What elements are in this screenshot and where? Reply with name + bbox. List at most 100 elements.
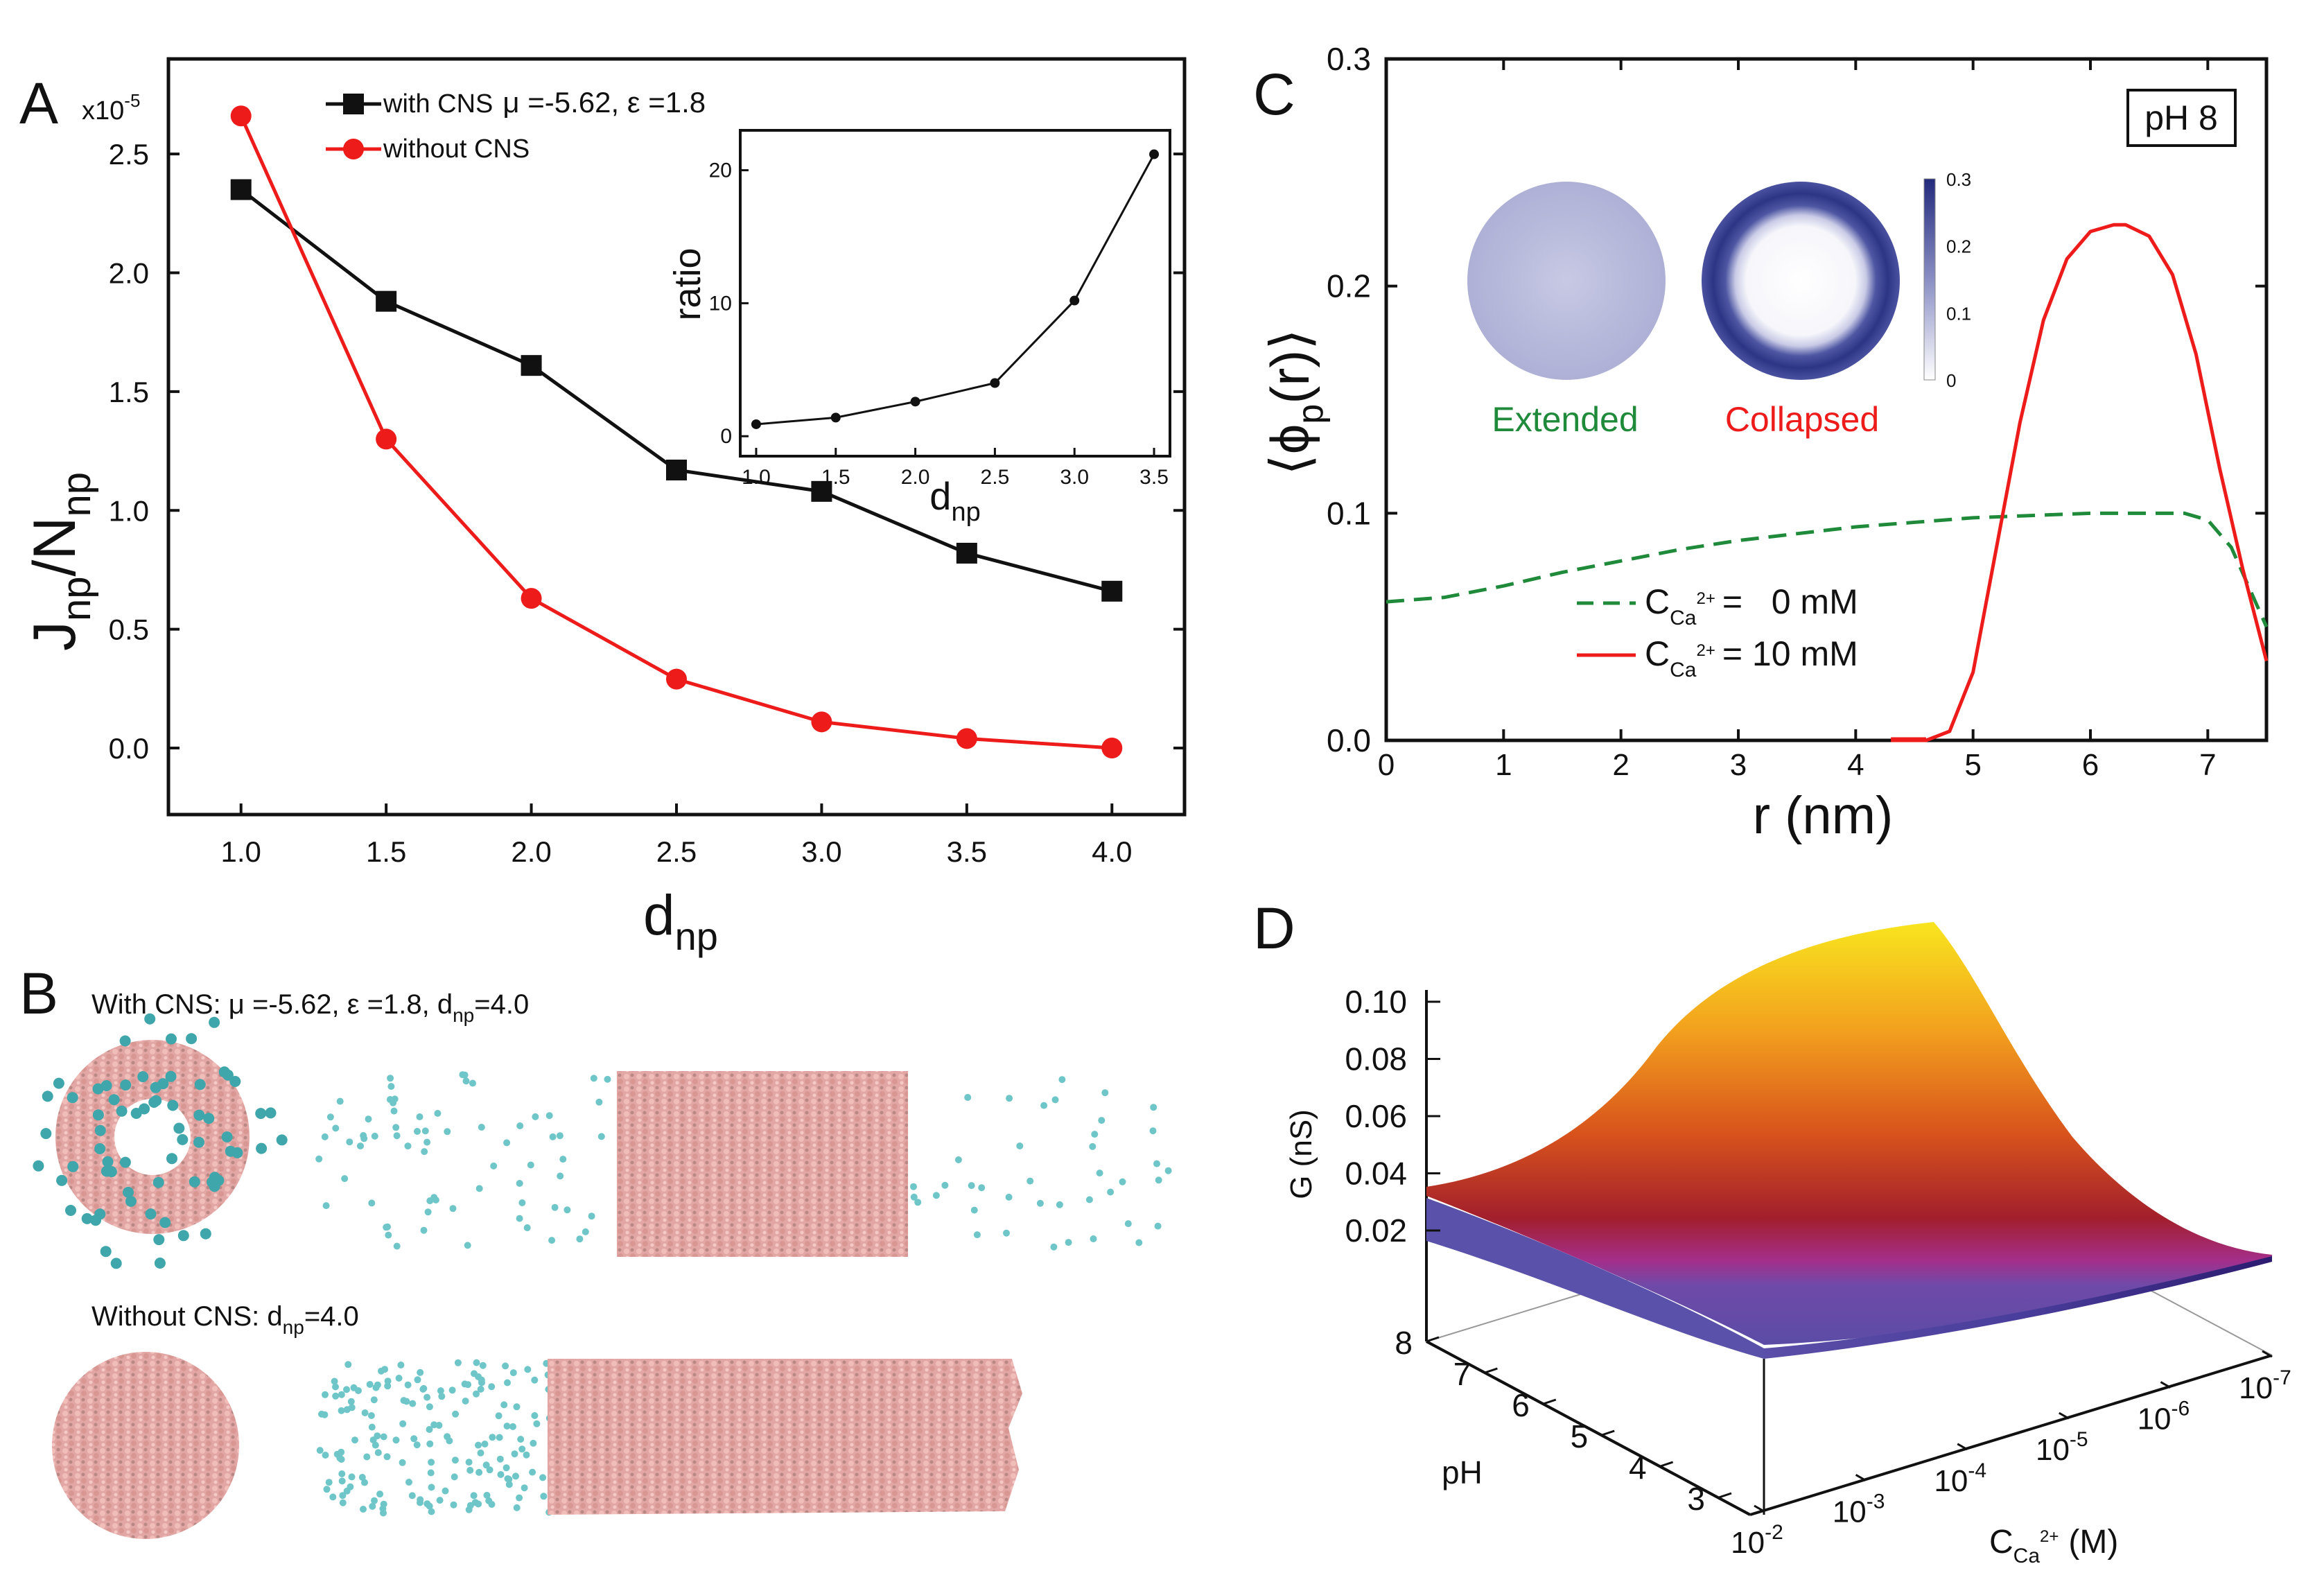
- cyan-ion: [386, 1096, 394, 1103]
- cyan-ion: [531, 1376, 539, 1384]
- panel-c-x-label: r (nm): [1753, 786, 1894, 845]
- cyan-ion: [1124, 1220, 1132, 1228]
- surface-top: [1426, 922, 2272, 1345]
- cyan-ion: [497, 1471, 505, 1478]
- colorbar-tick-label: 0.2: [1946, 236, 1971, 257]
- cyan-ion: [968, 1182, 975, 1190]
- cyan-ion: [576, 1235, 584, 1243]
- cyan-ion: [483, 1491, 491, 1499]
- cyan-ion: [910, 1193, 918, 1201]
- cyan-ion: [531, 1412, 539, 1419]
- cyan-ion: [1003, 1229, 1010, 1237]
- cyan-ion: [466, 1502, 474, 1509]
- panel-a-y-label: Jnp/Nnp: [21, 472, 99, 651]
- cyan-ion: [469, 1079, 476, 1087]
- cyan-ion: [193, 1109, 205, 1121]
- cyan-ion: [159, 1217, 171, 1228]
- panel-d-ph-label: pH: [1442, 1454, 1483, 1490]
- cyan-ion: [416, 1113, 423, 1120]
- cyan-ion: [370, 1396, 378, 1404]
- cyan-ion: [426, 1403, 433, 1411]
- cyan-ion: [430, 1194, 438, 1201]
- cyan-ion: [461, 1380, 469, 1388]
- cyan-ion: [1026, 1177, 1034, 1185]
- cyan-ion: [1135, 1239, 1143, 1246]
- cyan-ion: [383, 1224, 390, 1231]
- cyan-ion: [505, 1475, 513, 1483]
- cyan-ion: [595, 1098, 603, 1106]
- panel-label-d: D: [1253, 896, 1295, 961]
- cyan-ion: [355, 1387, 362, 1394]
- cyan-ion: [1036, 1199, 1044, 1207]
- inset-y-label: ratio: [667, 247, 708, 320]
- cyan-ion: [186, 1033, 198, 1045]
- cyan-ion: [462, 1398, 469, 1405]
- inset-x-tick-label: 3.0: [1060, 466, 1089, 489]
- cyan-ion: [120, 1079, 132, 1091]
- panel-a-x-tick-label: 1.0: [221, 835, 261, 868]
- cyan-ion: [393, 1242, 401, 1250]
- panel-d-conc-tick-label: 10-6: [2138, 1398, 2190, 1436]
- cyan-ion: [414, 1128, 421, 1135]
- panel-b: B With CNS: μ =-5.62, ε =1.8, dnp=4.0 Wi…: [19, 961, 1172, 1539]
- panel-a-x-ticks: 1.0 1.5 2.0 2.5 3.0 3.5 4.0: [221, 803, 1132, 868]
- panel-a-x-tick-label: 2.5: [656, 835, 697, 868]
- cyan-ion: [92, 1109, 104, 1121]
- cyan-ion: [557, 1172, 564, 1180]
- with-cns-end-view: [33, 1013, 288, 1269]
- cyan-ion: [434, 1110, 442, 1117]
- panel-a-y-tick-label: 2.0: [109, 257, 149, 289]
- cyan-ion: [910, 1183, 917, 1190]
- cyan-ion: [540, 1493, 548, 1500]
- panel-a-legend: with CNS μ =-5.62, ε =1.8 without CNS: [326, 86, 706, 164]
- cyan-ion: [530, 1439, 537, 1447]
- panel-d-ph-tick-label: 4: [1629, 1450, 1647, 1486]
- cyan-ion: [1090, 1235, 1097, 1242]
- cyan-ion: [1096, 1170, 1103, 1177]
- cyan-ion: [94, 1143, 106, 1154]
- cyan-ion: [385, 1231, 392, 1239]
- panel-a-point-without-cns: [1101, 738, 1123, 759]
- panel-c-y-label: ⟨ϕp(r)⟩: [1259, 329, 1331, 475]
- panel-d-conc-tick-label: 10-2: [1731, 1521, 1783, 1560]
- panel-c-y-tick-label: 0.0: [1327, 722, 1371, 758]
- cyan-ion: [409, 1400, 417, 1407]
- cyan-ion: [102, 1156, 114, 1167]
- inset-ratio-point: [751, 419, 761, 429]
- cyan-ion: [478, 1124, 485, 1131]
- cyan-ion: [125, 1195, 137, 1207]
- cyan-ion: [517, 1436, 525, 1443]
- cyan-ion: [482, 1461, 490, 1469]
- cyan-ion: [1155, 1176, 1162, 1184]
- cyan-ion: [387, 1075, 394, 1082]
- panel-d-conc-tick-base: 10: [2036, 1433, 2070, 1467]
- cyan-ion: [511, 1450, 518, 1458]
- cyan-ion: [360, 1506, 367, 1513]
- panel-d-conc-tick: [2160, 1381, 2172, 1389]
- cyan-ion: [503, 1464, 510, 1472]
- cyan-ion: [101, 1080, 112, 1091]
- cyan-ion: [381, 1366, 389, 1373]
- panel-d-conc-tick-label: 10-5: [2036, 1428, 2088, 1467]
- colorbar-tick-label: 0: [1946, 370, 1956, 391]
- cyan-ion: [336, 1097, 344, 1105]
- ph-annotation-box: [2126, 89, 2237, 147]
- cyan-ion: [200, 1228, 211, 1240]
- cyan-ion: [395, 1375, 403, 1382]
- cyan-ion: [193, 1136, 204, 1148]
- panel-d-ph-tick-label: 6: [1512, 1387, 1530, 1423]
- cyan-ion: [545, 1112, 553, 1120]
- cyan-ion: [551, 1203, 559, 1211]
- panel-c-x-tick-label: 6: [2082, 748, 2099, 782]
- cyan-ion: [90, 1215, 101, 1226]
- cyan-ion: [42, 1090, 53, 1102]
- cyan-ion: [153, 1234, 165, 1246]
- cyan-ion: [145, 1208, 157, 1220]
- surface-front-face: [1764, 1256, 2272, 1359]
- inset-ticks: 1.0 1.5 2.0 2.5 3.0 3.5 0 10 20: [709, 159, 1169, 489]
- cyan-ion: [932, 1192, 940, 1199]
- panel-a-point-with-cns: [521, 355, 542, 376]
- cyan-ion: [404, 1142, 412, 1150]
- panel-c-x-tick-label: 4: [1847, 748, 1864, 782]
